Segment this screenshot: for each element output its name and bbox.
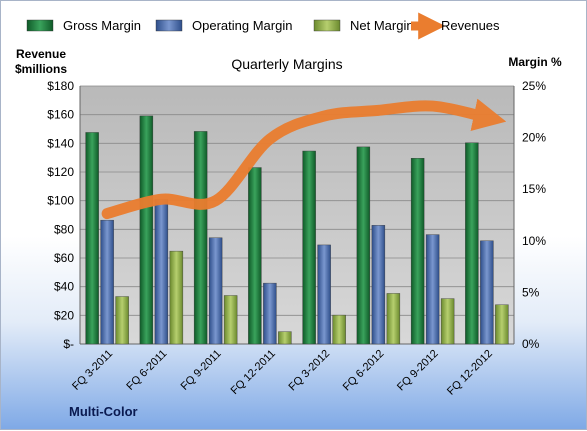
right-axis-title: Margin % [508, 55, 562, 69]
bar-net-margin [440, 298, 455, 345]
x-axis-tick-label: FQ 12-2011 [229, 348, 278, 397]
revenue-line [101, 98, 507, 220]
chart-title: Quarterly Margins [231, 56, 342, 72]
left-axis-tick-label: $60 [54, 251, 74, 265]
bar-net-margin [115, 296, 129, 345]
legend-label: Net Margin [350, 18, 414, 33]
bar-gross-margin [302, 150, 316, 345]
x-axis-tick-label: FQ 9-2011 [179, 348, 224, 393]
bar-operating-margin [425, 234, 440, 345]
bar-operating-margin [263, 282, 277, 345]
x-axis-tick-label: FQ 3-2012 [287, 348, 333, 394]
bar-gross-margin [139, 115, 154, 345]
bar-gross-margin [85, 132, 99, 345]
right-axis-tick-label: 15% [522, 182, 546, 196]
bar-gross-margin [193, 131, 208, 345]
legend-swatch [155, 19, 183, 32]
legend-label: Revenues [441, 18, 500, 33]
legend-label: Gross Margin [63, 18, 141, 33]
x-axis-tick-label: FQ 6-2011 [124, 348, 169, 393]
x-axis-tick-label: FQ 9-2012 [395, 348, 441, 394]
x-axis-tick-label: FQ 12-2012 [445, 348, 495, 398]
left-axis-tick-label: $40 [54, 280, 74, 294]
bar-operating-margin [480, 240, 494, 345]
right-axis-tick-label: 10% [522, 234, 546, 248]
left-axis-tick-label: $80 [54, 222, 74, 236]
bar-net-margin [169, 250, 184, 345]
bar-gross-margin [248, 167, 262, 345]
left-axis-tick-label: $100 [47, 194, 74, 208]
bar-net-margin [278, 331, 292, 345]
bar-operating-margin [317, 244, 331, 345]
bar-net-margin [386, 293, 401, 345]
bar-gross-margin [410, 158, 425, 345]
x-axis-tick-label: FQ 6-2012 [341, 348, 387, 394]
right-axis-tick-label: 5% [522, 285, 540, 299]
right-axis-tick-label: 25% [522, 79, 546, 93]
legend-swatch [26, 19, 54, 32]
right-axis-tick-label: 0% [522, 337, 540, 351]
left-axis-title-line1: Revenue [16, 47, 66, 61]
left-axis-tick-label: $140 [47, 136, 74, 150]
company-label: Multi-Color [69, 404, 138, 419]
bar-gross-margin [356, 146, 371, 345]
bar-gross-margin [465, 142, 479, 345]
left-axis-tick-label: $160 [47, 108, 74, 122]
bar-net-margin [495, 304, 509, 345]
bar-operating-margin [208, 237, 223, 345]
left-axis-tick-label: $20 [54, 308, 74, 322]
bar-operating-margin [100, 219, 114, 345]
left-axis-tick-label: $- [63, 337, 74, 351]
bar-net-margin [332, 314, 346, 345]
left-axis-tick-label: $180 [47, 79, 74, 93]
bar-net-margin [223, 295, 238, 345]
bar-operating-margin [371, 225, 386, 345]
legend-label: Operating Margin [192, 18, 292, 33]
legend-swatch [313, 19, 341, 32]
right-axis-tick-label: 20% [522, 131, 546, 145]
left-axis-tick-label: $120 [47, 165, 74, 179]
left-axis-title-line2: $millions [15, 62, 67, 76]
bar-operating-margin [154, 199, 169, 345]
x-axis-tick-label: FQ 3-2011 [70, 348, 115, 393]
